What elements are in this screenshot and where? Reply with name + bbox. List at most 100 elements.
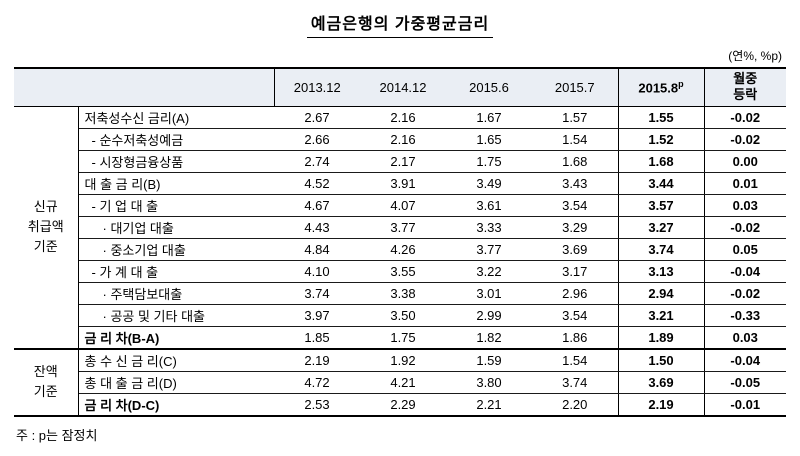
cell-value: -0.02	[704, 216, 786, 239]
cell-value: 4.43	[274, 216, 360, 239]
page-title: 예금은행의 가중평균금리	[306, 10, 494, 38]
cell-value: 1.86	[532, 326, 618, 349]
table-row: - 기 업 대 출 4.67 4.07 3.61 3.54 3.57 0.03	[14, 194, 786, 217]
cell-value: 3.69	[617, 371, 705, 394]
cell-value: 0.03	[704, 326, 786, 349]
cell-value: 2.94	[617, 282, 705, 305]
cell-value: 1.55	[617, 106, 705, 129]
cell-value: 3.54	[532, 194, 618, 217]
cell-value: 1.54	[532, 347, 618, 372]
cell-value: 4.72	[274, 371, 360, 394]
cell-value: 3.55	[360, 260, 446, 283]
cell-value: 3.77	[446, 238, 532, 261]
cell-value: 1.54	[532, 128, 618, 151]
table-row: 총 대 출 금 리(D) 4.72 4.21 3.80 3.74 3.69 -0…	[14, 371, 786, 394]
cell-value: 4.10	[274, 260, 360, 283]
cell-value: 3.69	[532, 238, 618, 261]
cell-value: 2.67	[274, 106, 360, 129]
cell-value: 2.16	[360, 128, 446, 151]
table-row: - 시장형금융상품 2.74 2.17 1.75 1.68 1.68 0.00	[14, 150, 786, 173]
table-row: 금 리 차(B-A) 1.85 1.75 1.82 1.86 1.89 0.03	[14, 326, 786, 349]
cell-value: 3.29	[532, 216, 618, 239]
table-row: - 가 계 대 출 4.10 3.55 3.22 3.17 3.13 -0.04	[14, 260, 786, 283]
cell-value: -0.04	[704, 347, 786, 372]
cell-value: -0.02	[704, 128, 786, 151]
table-row: 잔액 기준 총 수 신 금 리(C) 2.19 1.92 1.59 1.54 1…	[14, 347, 786, 416]
cell-value: 0.05	[704, 238, 786, 261]
footnote: 주 : p는 잠정치	[16, 427, 98, 443]
unit-note: (연%, %p)	[728, 49, 782, 63]
cell-value: 3.43	[532, 172, 618, 195]
cell-value: 1.82	[446, 326, 532, 349]
cell-value: 3.50	[360, 304, 446, 327]
cell-value: 2.19	[617, 393, 705, 416]
cell-value: 3.38	[360, 282, 446, 305]
row-label: - 시장형금융상품	[77, 150, 274, 173]
cell-value: 3.57	[617, 194, 705, 217]
table-row: 신규 취급액 기준 저축성수신 금리(A) 2.67 2.16 1.67 1.5…	[14, 106, 786, 349]
cell-value: 3.49	[446, 172, 532, 195]
col-header-monthly-change: 월중 등락	[704, 68, 786, 107]
cell-value: 1.57	[532, 106, 618, 129]
cell-value: 4.21	[360, 371, 446, 394]
cell-value: 3.54	[532, 304, 618, 327]
cell-value: 3.13	[617, 260, 705, 283]
cell-value: 4.26	[360, 238, 446, 261]
cell-value: 2.96	[532, 282, 618, 305]
row-label: 금 리 차(B-A)	[77, 326, 274, 349]
cell-value: 2.99	[446, 304, 532, 327]
cell-value: 3.21	[617, 304, 705, 327]
row-label: 금 리 차(D-C)	[77, 393, 274, 416]
cell-value: -0.02	[704, 106, 786, 129]
group-label-balance: 잔액 기준	[14, 347, 79, 416]
cell-value: 2.21	[446, 393, 532, 416]
col-header-2015-8: 2015.8p	[617, 68, 705, 107]
row-label: - 순수저축성예금	[77, 128, 274, 151]
cell-value: 4.07	[360, 194, 446, 217]
cell-value: 3.74	[617, 238, 705, 261]
cell-value: 1.67	[446, 106, 532, 129]
cell-value: 1.52	[617, 128, 705, 151]
cell-value: 1.75	[360, 326, 446, 349]
cell-value: 4.67	[274, 194, 360, 217]
cell-value: 3.74	[274, 282, 360, 305]
row-label: · 주택담보대출	[77, 282, 274, 305]
table-row: 대 출 금 리(B) 4.52 3.91 3.49 3.43 3.44 0.01	[14, 172, 786, 195]
row-label: 총 수 신 금 리(C)	[77, 347, 274, 372]
group-label-new-transactions: 신규 취급액 기준	[14, 106, 79, 349]
cell-value: 3.01	[446, 282, 532, 305]
cell-value: 2.29	[360, 393, 446, 416]
cell-value: -0.02	[704, 282, 786, 305]
col-header-2015-6: 2015.6	[446, 68, 532, 107]
cell-value: 4.52	[274, 172, 360, 195]
cell-value: 3.91	[360, 172, 446, 195]
cell-value: 2.20	[532, 393, 618, 416]
cell-value: 1.85	[274, 326, 360, 349]
cell-value: 3.61	[446, 194, 532, 217]
cell-value: 2.74	[274, 150, 360, 173]
cell-value: 1.65	[446, 128, 532, 151]
col-header-2014-12: 2014.12	[360, 68, 446, 107]
col-header-2013-12: 2013.12	[274, 68, 360, 107]
table-row: · 중소기업 대출 4.84 4.26 3.77 3.69 3.74 0.05	[14, 238, 786, 261]
cell-value: 0.00	[704, 150, 786, 173]
cell-value: -0.04	[704, 260, 786, 283]
row-label: 저축성수신 금리(A)	[77, 106, 274, 129]
preliminary-superscript: p	[678, 79, 684, 90]
table-row: · 대기업 대출 4.43 3.77 3.33 3.29 3.27 -0.02	[14, 216, 786, 239]
cell-value: 2.53	[274, 393, 360, 416]
row-label: 총 대 출 금 리(D)	[77, 371, 274, 394]
cell-value: 2.17	[360, 150, 446, 173]
cell-value: 1.68	[617, 150, 705, 173]
cell-value: 1.75	[446, 150, 532, 173]
row-label: - 가 계 대 출	[77, 260, 274, 283]
row-label: - 기 업 대 출	[77, 194, 274, 217]
cell-value: -0.33	[704, 304, 786, 327]
cell-value: 3.44	[617, 172, 705, 195]
cell-value: 3.17	[532, 260, 618, 283]
corner-cell	[14, 68, 275, 107]
col-header-2015-8-label: 2015.8	[638, 80, 679, 96]
cell-value: 3.33	[446, 216, 532, 239]
table-row: · 주택담보대출 3.74 3.38 3.01 2.96 2.94 -0.02	[14, 282, 786, 305]
